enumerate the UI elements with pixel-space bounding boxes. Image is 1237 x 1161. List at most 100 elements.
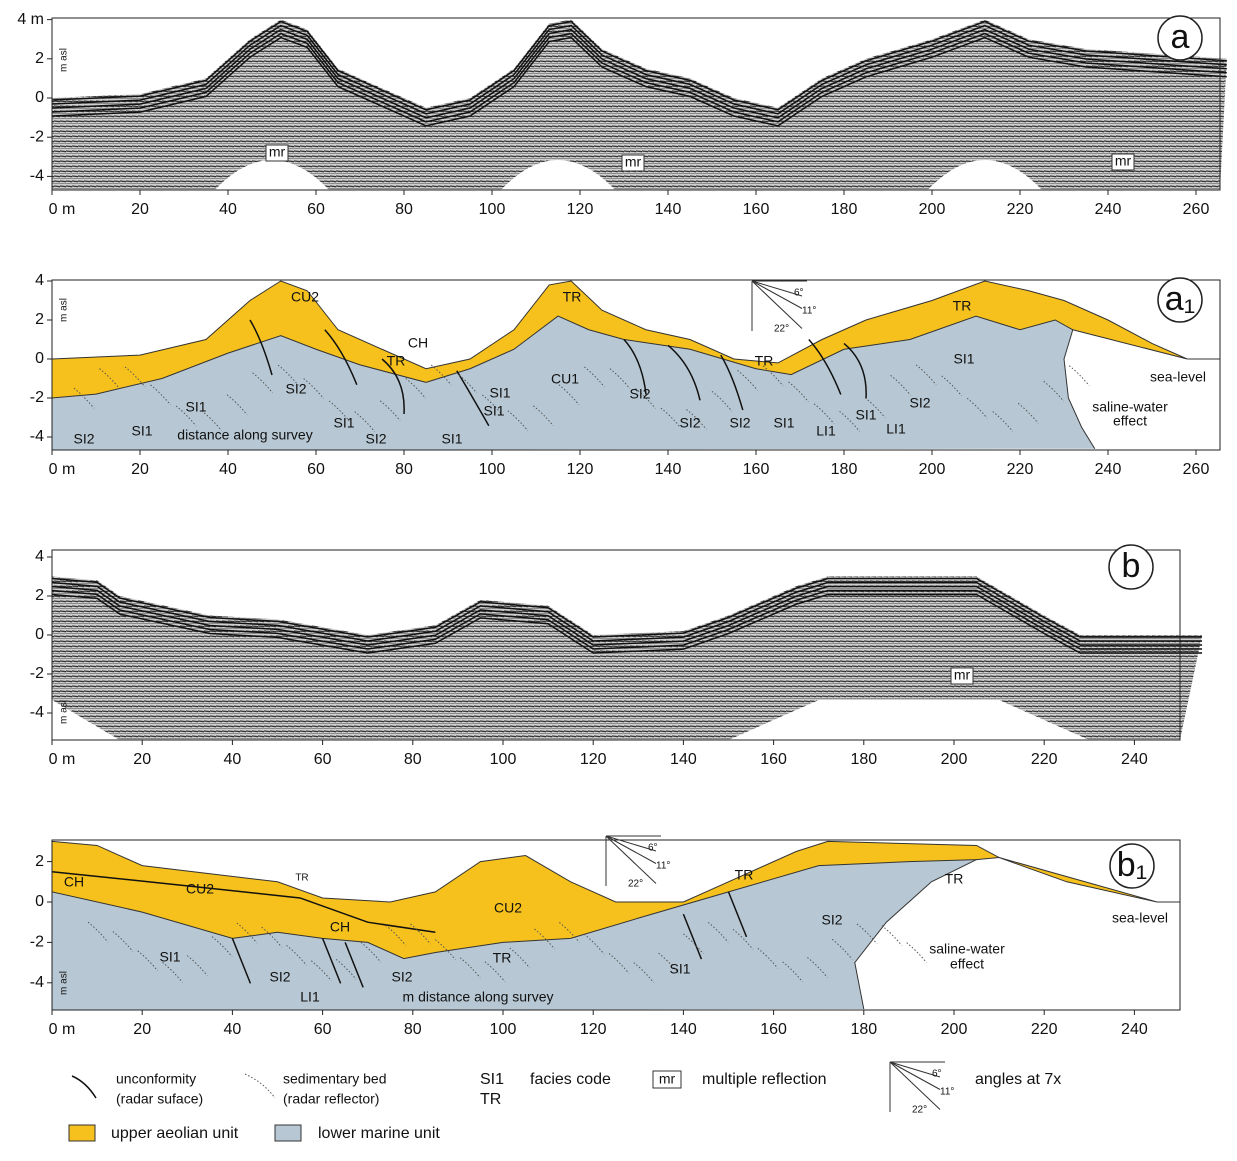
angle-label: 6° [794, 288, 804, 299]
annotation: SI1 [441, 431, 462, 447]
annotation: SI1 [669, 961, 690, 977]
angle-label: 6° [648, 843, 658, 854]
y-tick-label: -2 [30, 934, 44, 951]
legend-text: facies code [530, 1071, 611, 1088]
y-tick-label: 0 [35, 893, 44, 910]
annotation: SI2 [269, 969, 290, 985]
panel-label: b [1122, 547, 1141, 585]
x-tick-label: 200 [941, 751, 968, 768]
legend-bed [245, 1074, 275, 1098]
x-tick-label: 140 [655, 201, 682, 218]
x-tick-label: 260 [1183, 201, 1210, 218]
annotation: SI1 [131, 423, 152, 439]
legend-unconformity [72, 1076, 96, 1098]
annotation: mr [1115, 153, 1132, 169]
x-tick-label: 160 [760, 1021, 787, 1038]
x-tick-label: 240 [1121, 1021, 1148, 1038]
y-tick-label: -4 [30, 428, 44, 445]
annotation: SI1 [483, 403, 504, 419]
y-tick-label: -4 [30, 704, 44, 721]
annotation: LI1 [300, 989, 320, 1005]
x-tick-label: 100 [479, 461, 506, 478]
x-tick-label: 60 [314, 751, 332, 768]
x-tick-label: 200 [941, 1021, 968, 1038]
legend-text: mr [659, 1071, 676, 1087]
annotation: CH [408, 335, 428, 351]
angle-label: 11° [940, 1087, 954, 1098]
annotation: CU2 [494, 900, 522, 916]
x-tick-label: 180 [850, 751, 877, 768]
legend-text: unconformity [116, 1071, 196, 1087]
x-tick-label: 100 [490, 1021, 517, 1038]
y-tick-label: 0 [35, 350, 44, 367]
figure: 0 m204060801001201401601802002202402604 … [0, 0, 1237, 1156]
x-tick-label: 80 [404, 1021, 422, 1038]
panel-label: a₁ [1165, 280, 1195, 318]
x-tick-label: 120 [580, 751, 607, 768]
x-tick-label: 20 [131, 461, 149, 478]
annotation: distance along survey [177, 427, 312, 443]
x-tick-label: 60 [307, 201, 325, 218]
annotation: SI2 [679, 415, 700, 431]
legend-text: angles at 7x [975, 1071, 1061, 1088]
annotation: TR [295, 873, 308, 884]
angle-label: 11° [802, 306, 816, 317]
y-tick-label: -2 [30, 665, 44, 682]
x-tick-label: 240 [1095, 201, 1122, 218]
legend-text: sedimentary bed [283, 1071, 387, 1087]
annotation: SI1 [333, 415, 354, 431]
sedimentary-bed [882, 926, 902, 946]
annotation: LI1 [886, 421, 906, 437]
legend-text: (radar reflector) [283, 1091, 379, 1107]
x-tick-label: 220 [1007, 461, 1034, 478]
annotation: SI2 [365, 431, 386, 447]
y-axis-label: m asl [59, 700, 70, 724]
annotation: TR [387, 353, 406, 369]
x-tick-label: 220 [1031, 1021, 1058, 1038]
x-tick-label: 140 [655, 461, 682, 478]
legend-text: (radar suface) [116, 1091, 203, 1107]
panel-label: b₁ [1117, 846, 1147, 884]
annotation: mr [269, 144, 286, 160]
x-tick-label: 200 [919, 201, 946, 218]
annotation: SI2 [285, 381, 306, 397]
x-tick-label: 80 [395, 201, 413, 218]
x-tick-label: 60 [314, 1021, 332, 1038]
y-tick-label: 2 [35, 853, 44, 870]
x-tick-label: 100 [490, 751, 517, 768]
annotation: sea-level [1112, 910, 1168, 926]
y-tick-label: -4 [30, 168, 44, 185]
y-tick-label: 2 [35, 587, 44, 604]
angle-label: 6° [932, 1069, 942, 1080]
x-tick-label: 180 [850, 1021, 877, 1038]
annotation: SI2 [821, 912, 842, 928]
x-tick-label: 0 m [49, 1021, 76, 1038]
x-tick-label: 120 [567, 461, 594, 478]
y-tick-label: 0 [35, 89, 44, 106]
annotation: CU2 [291, 289, 319, 305]
y-axis-label: m asl [59, 298, 70, 322]
x-tick-label: 0 m [49, 751, 76, 768]
x-tick-label: 40 [224, 1021, 242, 1038]
y-tick-label: 4 [35, 548, 44, 565]
y-tick-label: 2 [35, 311, 44, 328]
panel-label: a [1171, 18, 1190, 56]
x-tick-label: 160 [743, 201, 770, 218]
annotation: CU1 [551, 371, 579, 387]
annotation: SI1 [855, 407, 876, 423]
annotation: TR [563, 289, 582, 305]
x-tick-label: 180 [831, 461, 858, 478]
angle-label: 22° [628, 879, 643, 890]
legend-text: SI1 [480, 1071, 504, 1088]
annotation: CH [330, 919, 350, 935]
annotation: SI1 [489, 385, 510, 401]
legend-text: lower marine unit [318, 1125, 440, 1142]
x-tick-label: 120 [580, 1021, 607, 1038]
x-tick-label: 240 [1121, 751, 1148, 768]
angle-label: 22° [912, 1105, 927, 1116]
sedimentary-bed [907, 943, 927, 963]
annotation: CH [64, 874, 84, 890]
x-tick-label: 20 [133, 751, 151, 768]
angle-label: 22° [774, 324, 789, 335]
annotation: SI2 [629, 386, 650, 402]
